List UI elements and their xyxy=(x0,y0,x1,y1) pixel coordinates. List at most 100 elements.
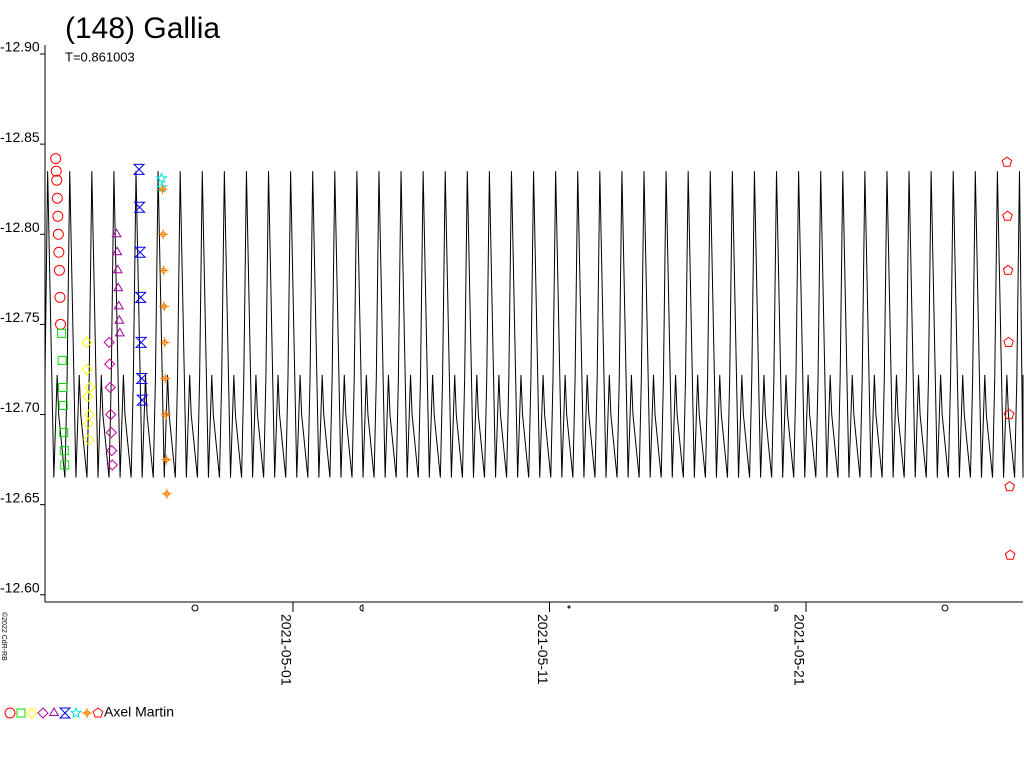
model-cycle xyxy=(508,171,532,478)
data-point xyxy=(106,444,118,457)
data-point xyxy=(50,153,62,165)
data-point xyxy=(54,318,66,330)
data-point xyxy=(54,291,66,303)
model-cycle xyxy=(132,171,156,478)
legend-marker xyxy=(58,707,72,719)
model-cycle xyxy=(375,171,399,478)
data-point xyxy=(159,337,170,348)
legend-marker xyxy=(92,707,104,718)
model-cycle xyxy=(530,171,554,478)
y-tick-label: -12.80 xyxy=(0,219,40,235)
legend-label: Axel Martin xyxy=(104,704,174,720)
series xyxy=(132,163,149,406)
model-cycle xyxy=(950,171,974,478)
model-cycle xyxy=(309,171,333,478)
data-point xyxy=(105,426,118,439)
model-cycle xyxy=(265,171,289,478)
data-point xyxy=(1001,156,1013,167)
model-cycle xyxy=(817,171,841,478)
model-cycle xyxy=(221,171,245,478)
data-point xyxy=(52,228,64,240)
model-cycle xyxy=(442,171,466,478)
x-tick-label: 2021-05-21 xyxy=(791,614,807,686)
chart-subtitle: T=0.861003 xyxy=(65,49,135,64)
model-cycle xyxy=(397,171,421,478)
credit: ©2022 CdR-RB xyxy=(0,612,8,661)
data-point xyxy=(114,314,125,324)
model-cycle xyxy=(640,171,664,478)
data-point xyxy=(104,408,117,421)
y-tick-label: -12.70 xyxy=(0,399,40,415)
y-tick-label: -12.75 xyxy=(0,309,40,325)
data-point xyxy=(133,246,147,258)
data-point xyxy=(114,327,125,337)
model-cycle xyxy=(243,171,267,478)
data-point xyxy=(1004,549,1016,560)
model-cycle xyxy=(44,171,68,478)
model-cycle xyxy=(707,171,731,478)
series xyxy=(57,328,70,470)
data-point xyxy=(57,355,67,365)
series xyxy=(103,336,119,471)
series xyxy=(50,153,66,330)
y-tick-label: -12.60 xyxy=(0,579,40,595)
legend-marker xyxy=(82,708,92,718)
data-point xyxy=(59,446,69,456)
data-point xyxy=(160,373,171,384)
model-cycle xyxy=(419,171,444,478)
model-cycle xyxy=(861,171,885,478)
legend-marker xyxy=(69,706,83,719)
model-cycle xyxy=(927,171,952,478)
data-point xyxy=(136,394,149,406)
data-point xyxy=(1002,210,1013,221)
data-point xyxy=(159,301,170,312)
model-cycle xyxy=(795,171,819,478)
model-cycle xyxy=(331,171,355,478)
model-cycle xyxy=(287,171,311,478)
data-point xyxy=(80,336,93,349)
model-cycle xyxy=(773,171,797,478)
model-cycle xyxy=(552,171,576,478)
model-cycle xyxy=(464,171,488,478)
data-point xyxy=(157,184,168,195)
model-cycle xyxy=(177,171,201,478)
model-cycle xyxy=(88,171,112,478)
series xyxy=(80,336,96,446)
model-cycle xyxy=(994,171,1018,478)
data-point xyxy=(134,291,147,303)
model-cycle xyxy=(574,171,598,478)
model-cycle xyxy=(905,171,929,478)
data-point xyxy=(155,172,168,184)
data-point xyxy=(59,428,69,438)
data-point xyxy=(158,265,169,276)
model-cycle xyxy=(685,171,709,478)
data-point xyxy=(82,417,95,430)
x-tick-label: 2021-05-01 xyxy=(278,614,294,686)
data-point xyxy=(83,434,95,446)
data-point xyxy=(58,382,68,392)
data-point xyxy=(106,459,119,471)
model-cycle xyxy=(66,171,90,478)
data-point xyxy=(161,454,172,465)
data-point xyxy=(82,390,94,403)
legend-marker xyxy=(48,706,60,716)
data-point xyxy=(112,264,123,274)
model-cycle xyxy=(199,171,223,478)
x-tick-label: 2021-05-11 xyxy=(535,614,551,685)
series xyxy=(157,184,172,499)
data-point xyxy=(53,246,65,258)
series xyxy=(111,228,125,337)
data-point xyxy=(52,210,64,222)
legend-marker xyxy=(37,707,49,719)
data-point xyxy=(57,328,67,338)
data-point xyxy=(60,460,70,470)
data-point xyxy=(103,336,115,349)
data-point xyxy=(113,282,124,292)
model-cycle xyxy=(662,171,687,478)
data-point xyxy=(113,300,124,310)
data-point xyxy=(133,201,146,213)
data-point xyxy=(51,174,63,186)
model-cycle xyxy=(729,171,753,478)
data-point xyxy=(158,229,169,240)
model-cycle xyxy=(751,171,775,478)
